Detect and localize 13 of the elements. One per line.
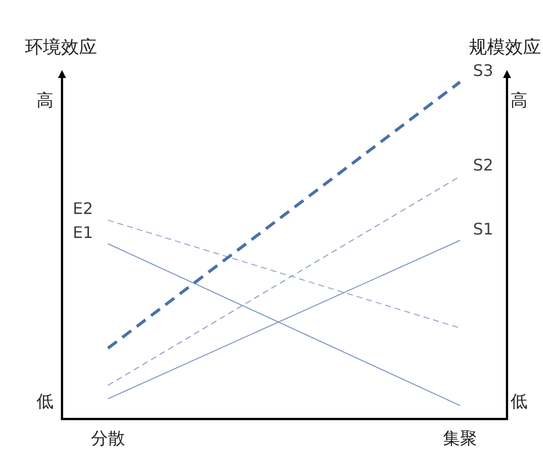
text: 高 [36,91,54,111]
series-label: S3 [473,61,494,80]
series-label: E2 [72,199,93,218]
series-label: S2 [473,155,494,174]
x-tick-label: 分散 [91,429,125,449]
series-label: E1 [72,222,93,242]
series-label: S1 [473,219,494,238]
text: 低 [36,392,54,412]
text: 高 [510,91,528,111]
text: 低 [510,392,528,412]
y-axis-title: 环境效应 [25,37,97,58]
y2-axis-title: 规模效应 [469,37,541,58]
x-tick-label: 集聚 [443,429,477,449]
